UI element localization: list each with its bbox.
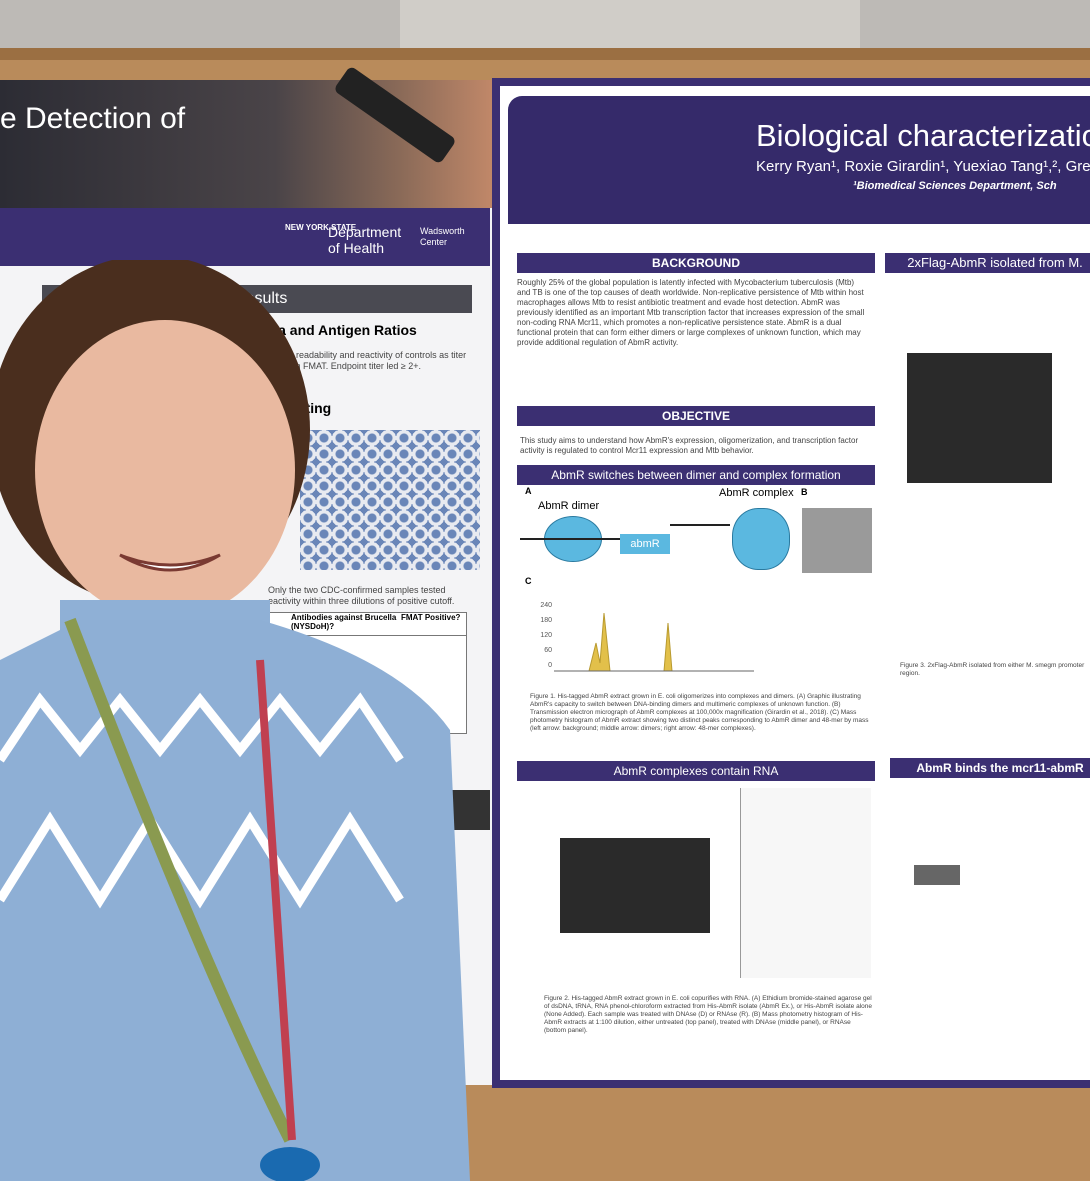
histogram-plot (554, 612, 754, 672)
department: Department of Health (328, 224, 402, 256)
photometry-plots (740, 788, 871, 978)
section-header: AbmR switches between dimer and complex … (517, 465, 875, 485)
affiliation: ¹Biomedical Sciences Department, Sch (853, 180, 1057, 192)
diagram-label: AbmR complex (719, 487, 794, 499)
diagram-label: AbmR dimer (538, 500, 600, 512)
complex-shape (732, 508, 790, 570)
poster-title: e Detection of (0, 102, 186, 135)
authors: Kerry Ryan¹, Roxie Girardin¹, Yuexiao Ta… (756, 158, 1090, 175)
poster-title: Biological characterization (756, 118, 1090, 153)
tick-label: 0 (548, 662, 552, 669)
em-image (802, 508, 872, 573)
figure-caption: Figure 2. His-tagged AbmR extract grown … (544, 995, 872, 1034)
section-title: ntisera and Antigen Ratios (240, 322, 417, 338)
badge-clip (260, 1147, 320, 1181)
panel-letter: B (801, 487, 808, 497)
objective-text: This study aims to understand how AbmR's… (520, 436, 859, 455)
tick-label: 240 (540, 602, 552, 609)
title-band: Biological characterization Kerry Ryan¹,… (508, 96, 1090, 224)
center: Wadsworth Center (420, 226, 465, 247)
lanyard (64, 617, 296, 1143)
section-header: AbmR complexes contain RNA (517, 761, 875, 781)
section-header: BACKGROUND (517, 253, 875, 273)
sweater-pattern (0, 692, 404, 909)
gel-image (560, 838, 710, 933)
right-poster: Biological characterization Kerry Ryan¹,… (492, 78, 1090, 1088)
tick-label: 180 (540, 617, 552, 624)
plate-image (300, 430, 480, 570)
board-frame (0, 48, 1090, 60)
tick-label: 60 (544, 647, 552, 654)
col-head: FMAT Positive? (401, 613, 461, 622)
plate-caption: Only the two CDC-confirmed samples teste… (268, 585, 455, 606)
sweater (0, 620, 470, 1181)
microscope (333, 65, 457, 165)
histogram-curve (554, 612, 754, 672)
section-header: 2xFlag-AbmR isolated from M. (885, 253, 1090, 273)
col-head: Antibodies against Brucella (NYSDoH)? (291, 613, 397, 631)
person (0, 260, 470, 1181)
background-text: Roughly 25% of the global population is … (517, 278, 865, 347)
section-header: OBJECTIVE (517, 406, 875, 426)
face (35, 320, 295, 620)
section-header: AbmR binds the mcr11-abmR (890, 758, 1090, 778)
panel-letter: C (525, 576, 532, 586)
smile (119, 553, 221, 572)
gene-arrow: abmR (620, 534, 670, 554)
section-text: ration for readability and reactivity of… (258, 350, 467, 371)
lanyard (256, 659, 296, 1141)
axis-ticks: 240 180 120 60 0 (522, 598, 552, 673)
gel-image (907, 353, 1052, 483)
poster-header-photo: e Detection of (0, 65, 500, 208)
figure-caption: Figure 3. 2xFlag-AbmR isolated from eith… (900, 662, 1085, 677)
panel-letter: A (525, 486, 532, 496)
dna-line (520, 538, 620, 540)
purple-band: NEW YORK STATE Department of Health Wads… (0, 208, 490, 266)
wall-panel (400, 0, 860, 50)
figure-caption: Figure 1. His-tagged AbmR extract grown … (530, 693, 869, 732)
tick-label: 120 (540, 632, 552, 639)
gene-block (914, 865, 960, 885)
exchange-arrow (670, 524, 730, 526)
state-logo: NEW YORK STATE (285, 223, 357, 232)
